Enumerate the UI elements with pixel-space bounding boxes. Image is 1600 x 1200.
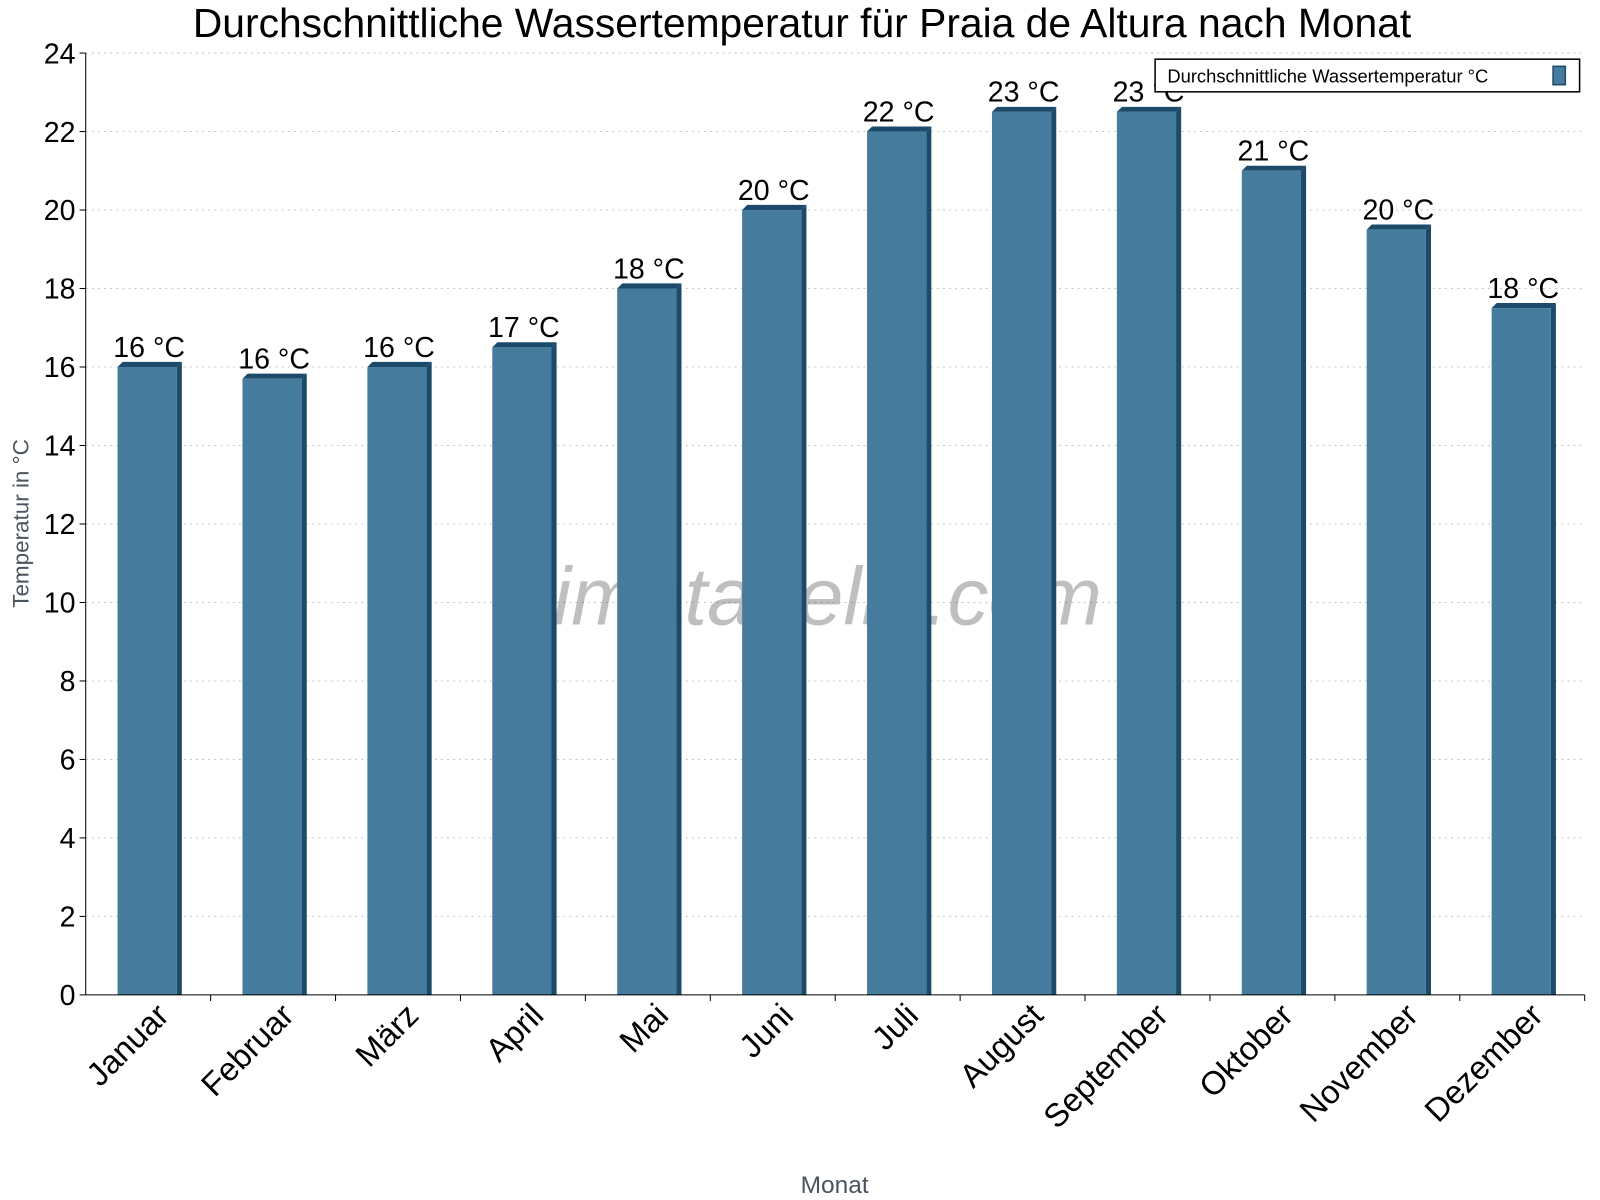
y-tick-label: 18	[44, 274, 76, 306]
y-tick-label: 14	[44, 431, 76, 463]
y-tick-label: 10	[44, 588, 76, 620]
y-tick-label: 6	[60, 745, 76, 777]
bar	[1491, 308, 1551, 995]
y-tick-label: 22	[44, 117, 76, 149]
bar-top	[242, 373, 307, 379]
x-tick-label: Dezember	[1417, 996, 1550, 1129]
legend: Durchschnittliche Wassertemperatur °C	[1154, 58, 1581, 93]
x-tick-label: Februar	[194, 996, 301, 1103]
y-tick-label: 20	[44, 195, 76, 227]
bar-side	[1051, 106, 1057, 995]
x-axis-label: Monat	[801, 1172, 869, 1199]
bar-side	[1300, 165, 1307, 995]
x-tick-label: März	[348, 996, 425, 1073]
x-tick-label: Januar	[79, 996, 176, 1093]
bar-top	[1116, 106, 1182, 112]
bar-top	[1366, 224, 1431, 230]
bar-side	[551, 342, 557, 995]
bar-top	[617, 283, 682, 289]
data-label: 22 °C	[863, 96, 935, 128]
bar-top	[742, 204, 807, 211]
bar-top	[367, 361, 432, 368]
x-tick-label: August	[952, 996, 1050, 1094]
bar-top	[1491, 303, 1556, 309]
bar-side	[176, 361, 182, 995]
data-label: 16 °C	[238, 344, 310, 376]
y-tick-label: 16	[44, 352, 76, 384]
data-label: 16 °C	[113, 332, 185, 364]
x-tick-label: September	[1036, 996, 1175, 1135]
x-tick-label: Juli	[864, 996, 925, 1057]
bar-side	[1550, 303, 1556, 995]
data-label: 21 °C	[1238, 136, 1310, 168]
y-tick-label: 2	[60, 902, 76, 934]
legend-swatch	[1552, 65, 1567, 86]
legend-label: Durchschnittliche Wassertemperatur °C	[1167, 66, 1488, 87]
x-tick-label: November	[1292, 996, 1425, 1129]
y-tick-label: 12	[44, 509, 76, 541]
data-label: 20 °C	[738, 175, 810, 207]
y-axis-label: Temperatur in °C	[9, 439, 34, 608]
bar	[367, 367, 427, 995]
bar-side	[801, 204, 807, 995]
bar-side	[301, 373, 307, 995]
bar-top	[492, 342, 557, 348]
bar	[617, 288, 677, 995]
bar	[1116, 111, 1177, 995]
bar-side	[926, 126, 932, 995]
bar	[742, 210, 802, 995]
bar	[1241, 170, 1301, 995]
x-tick-label: April	[478, 996, 550, 1068]
data-label: 23 °C	[988, 77, 1060, 109]
y-tick-label: 4	[60, 823, 76, 855]
x-tick-label: Oktober	[1192, 996, 1300, 1104]
x-tick-label: Mai	[612, 996, 675, 1059]
data-label: 16 °C	[363, 332, 435, 364]
bar	[991, 111, 1052, 995]
bar	[492, 347, 552, 995]
y-tick-label: 8	[60, 666, 76, 698]
bars: 16 °C 16 °C 16 °C 17 °C 18 °C 20 °C 22 °C 23 °C…	[113, 77, 1559, 995]
bar-top	[117, 361, 182, 368]
bar-top	[867, 126, 932, 132]
bar-side	[426, 361, 432, 995]
y-tick-label: 24	[44, 38, 76, 70]
bar-side	[676, 283, 682, 995]
data-label: 20 °C	[1362, 194, 1434, 226]
bar	[117, 367, 177, 995]
bar-top	[1241, 165, 1307, 171]
chart-title: Durchschnittliche Wassertemperatur für P…	[193, 0, 1412, 46]
bar-top	[991, 106, 1057, 112]
bar-side	[1176, 106, 1182, 995]
bar	[242, 378, 302, 995]
bar	[867, 131, 927, 995]
data-label: 18 °C	[613, 253, 685, 285]
bar	[1366, 229, 1426, 995]
y-tick-label: 0	[60, 980, 76, 1012]
gridlines	[85, 52, 1585, 917]
data-label: 17 °C	[488, 312, 560, 344]
x-tick-label: Juni	[732, 996, 801, 1065]
data-label: 18 °C	[1487, 273, 1559, 305]
bar-side	[1425, 224, 1431, 995]
